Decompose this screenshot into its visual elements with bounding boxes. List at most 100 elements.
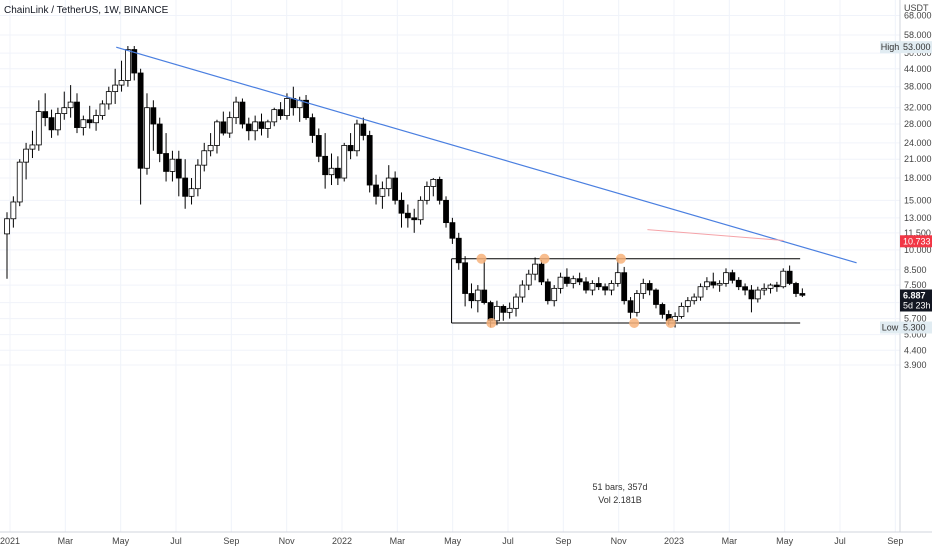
alert-line[interactable] (647, 229, 784, 241)
candle[interactable] (131, 46, 138, 81)
candle[interactable] (525, 269, 532, 291)
candle[interactable] (468, 283, 475, 309)
candle[interactable] (424, 181, 430, 205)
candle[interactable] (564, 268, 570, 287)
candle[interactable] (264, 119, 271, 138)
candles-layer[interactable] (4, 46, 806, 328)
candle[interactable] (608, 280, 615, 296)
candle[interactable] (793, 281, 799, 298)
candle[interactable] (226, 111, 233, 138)
candle[interactable] (761, 283, 768, 296)
candle[interactable] (417, 196, 424, 225)
candle[interactable] (328, 153, 335, 186)
candle[interactable] (767, 283, 774, 294)
candle[interactable] (93, 109, 99, 131)
touch-marker[interactable] (486, 317, 497, 328)
candle[interactable] (519, 280, 526, 303)
candle[interactable] (86, 105, 93, 129)
candle[interactable] (481, 260, 488, 305)
candle[interactable] (341, 142, 348, 182)
candle[interactable] (443, 196, 449, 228)
candle[interactable] (48, 109, 55, 138)
candle[interactable] (150, 100, 157, 151)
candle[interactable] (42, 93, 49, 127)
candle[interactable] (201, 142, 208, 172)
candle[interactable] (436, 176, 443, 205)
candle[interactable] (29, 130, 36, 159)
candle[interactable] (646, 280, 653, 296)
candle[interactable] (156, 117, 163, 163)
candle[interactable] (513, 293, 519, 317)
candle[interactable] (786, 265, 793, 286)
candle[interactable] (80, 115, 87, 136)
candle[interactable] (67, 85, 74, 118)
candle[interactable] (653, 288, 659, 309)
candle[interactable] (169, 150, 176, 182)
touch-marker[interactable] (629, 317, 640, 328)
candle[interactable] (366, 130, 373, 193)
candle[interactable] (4, 212, 10, 279)
candle[interactable] (315, 128, 322, 163)
candle[interactable] (430, 178, 437, 197)
touch-marker[interactable] (476, 253, 487, 264)
candle[interactable] (640, 278, 647, 299)
candle[interactable] (354, 119, 360, 157)
candle[interactable] (532, 257, 539, 281)
candle[interactable] (678, 302, 685, 319)
candle[interactable] (474, 285, 481, 313)
candle[interactable] (360, 117, 367, 141)
candle[interactable] (576, 272, 583, 286)
candle[interactable] (347, 133, 354, 160)
candle[interactable] (194, 159, 201, 197)
candle[interactable] (506, 302, 513, 319)
candle[interactable] (16, 159, 23, 207)
candle[interactable] (233, 96, 239, 125)
candle[interactable] (659, 302, 666, 319)
candle[interactable] (634, 290, 640, 317)
candle[interactable] (455, 232, 462, 270)
candle[interactable] (118, 60, 125, 92)
touch-marker[interactable] (539, 253, 550, 264)
candle[interactable] (583, 277, 589, 294)
descending-trendline[interactable] (116, 46, 857, 264)
candle[interactable] (716, 280, 723, 292)
candle[interactable] (284, 93, 290, 120)
candle[interactable] (99, 100, 106, 120)
candle[interactable] (595, 277, 602, 291)
candle[interactable] (207, 133, 214, 157)
candle[interactable] (773, 281, 780, 292)
candle[interactable] (602, 283, 608, 296)
candle[interactable] (163, 133, 169, 182)
candle[interactable] (627, 297, 634, 319)
candle[interactable] (748, 285, 755, 313)
candle[interactable] (742, 283, 748, 296)
candle[interactable] (697, 283, 704, 301)
touch-marker[interactable] (665, 317, 676, 328)
candle[interactable] (182, 159, 189, 209)
candle[interactable] (144, 93, 150, 175)
candle[interactable] (411, 208, 418, 233)
candle[interactable] (735, 277, 742, 291)
candle[interactable] (35, 100, 42, 151)
time-axis[interactable]: 2021 Mar May Jul Sep Nov 2022 Mar May Jul Sep Nov 20… (0, 536, 903, 546)
candle[interactable] (322, 133, 329, 189)
candle[interactable] (74, 93, 80, 134)
candle[interactable] (704, 277, 710, 291)
candle[interactable] (258, 113, 265, 136)
candle[interactable] (137, 68, 144, 205)
candle[interactable] (557, 272, 564, 294)
candle[interactable] (245, 117, 252, 141)
candle[interactable] (214, 119, 220, 154)
candle[interactable] (710, 272, 717, 289)
candle[interactable] (780, 268, 787, 289)
candle[interactable] (379, 181, 386, 209)
candle[interactable] (61, 91, 68, 120)
candle[interactable] (589, 280, 596, 296)
candle[interactable] (723, 268, 729, 287)
candle[interactable] (538, 260, 545, 286)
candle[interactable] (271, 107, 278, 127)
candle[interactable] (334, 156, 341, 186)
candle[interactable] (309, 113, 316, 143)
candle[interactable] (303, 95, 309, 120)
annotations-layer[interactable] (116, 46, 857, 328)
